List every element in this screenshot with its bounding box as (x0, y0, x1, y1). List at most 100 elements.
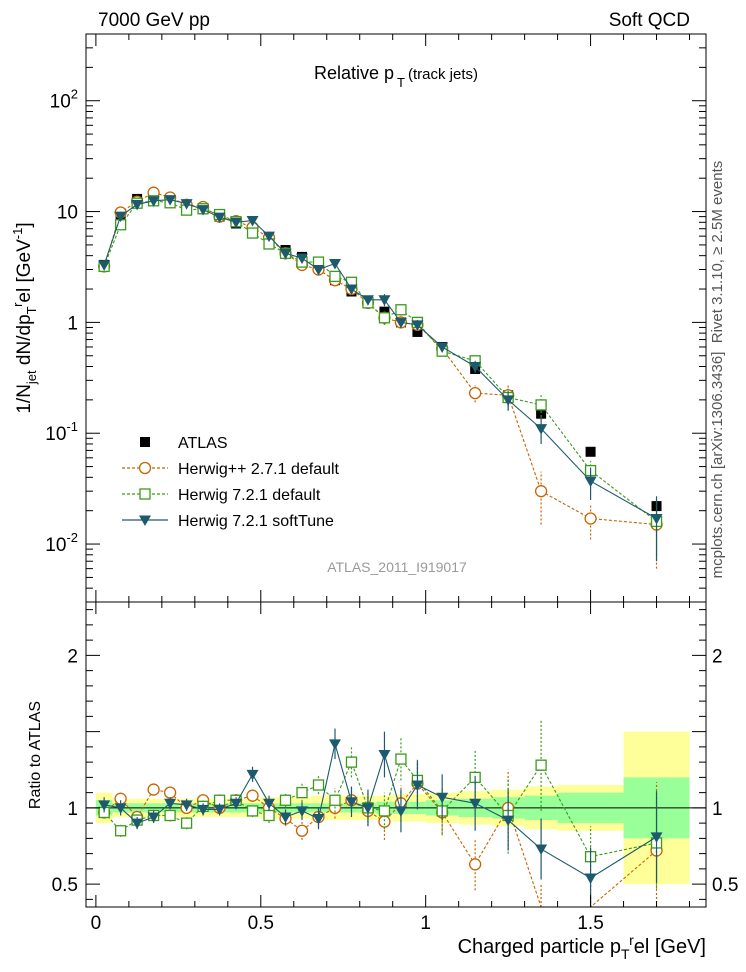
ratio-y-tick-label: 1 (67, 799, 78, 820)
main-data-point (378, 295, 391, 306)
main-data-point (412, 326, 423, 337)
main-y-tick-label: 10-1 (45, 419, 78, 445)
ratio-data-point (345, 797, 358, 808)
main-title: Relative p T (track jets) (314, 63, 478, 90)
main-data-point (296, 253, 309, 265)
main-series-1 (97, 186, 663, 569)
main-data-point (535, 424, 548, 435)
ratio-data-point (345, 756, 358, 768)
ratio-data-point (650, 832, 663, 843)
main-y-tick-label: 1 (67, 313, 78, 334)
ratio-series-3 (98, 728, 663, 907)
ratio-data-point (312, 814, 325, 825)
main-data-point (395, 304, 407, 316)
main-data-point (536, 408, 547, 419)
main-data-point (345, 284, 358, 296)
ratio-y-tick-label: 2 (67, 646, 78, 667)
ratio-data-point (213, 804, 226, 816)
legend-marker (139, 488, 151, 500)
ratio-data-point (295, 824, 309, 837)
main-data-point (114, 211, 127, 223)
main-data-point (411, 320, 424, 331)
ratio-data-point (164, 798, 177, 810)
ratio-data-point (296, 806, 309, 817)
main-data-point (312, 265, 325, 276)
ratio-y-tick-label: 0.5 (52, 875, 78, 896)
main-data-point (246, 216, 259, 227)
main-data-point (650, 514, 663, 525)
x-tick-label: 1 (420, 913, 431, 934)
x-tick-label: 0.5 (248, 913, 274, 934)
main-data-point (131, 199, 144, 211)
main-data-point (394, 317, 407, 329)
ratio-data-point (378, 750, 391, 761)
ratio-data-point (411, 780, 424, 791)
ratio-data-point (98, 800, 111, 811)
main-y-tick-label: 10 (57, 203, 78, 224)
main-data-point (378, 312, 391, 324)
ratio-data-point (197, 804, 210, 816)
ratio-data-point (279, 794, 292, 806)
energy-label: 7000 GeV pp (98, 10, 210, 31)
ratio-y-tick-label-right: 1 (712, 799, 723, 820)
ratio-data-point (180, 800, 193, 811)
main-data-point (164, 195, 177, 206)
ratio-data-point (147, 812, 160, 824)
ratio-data-point (584, 873, 597, 885)
main-data-point (213, 212, 226, 224)
main-data-point (98, 260, 111, 271)
main-data-point (328, 258, 341, 270)
main-data-point (468, 386, 482, 400)
legend-marker (140, 437, 150, 447)
legend: ATLAS Herwig++ 2.7.1 default Herwig 7.2.1 … (122, 435, 340, 530)
main-data-point (534, 485, 548, 498)
ratio-plot: 0 0.5 1 1.5 0.5 0.5 1 1 2 2 Ratio to ATLAS Charge… (27, 601, 738, 962)
ratio-data-point (395, 753, 407, 765)
ratio-data-point (114, 825, 127, 837)
ratio-data-point (246, 769, 259, 781)
ratio-data-point (296, 786, 308, 799)
main-data-point (584, 512, 597, 525)
main-data-point (585, 446, 596, 457)
main-plot: 10-2 10-1 1 10 102 Relative p T (track jets) 1… (10, 33, 707, 603)
main-data-point (436, 342, 449, 353)
main-data-point (502, 395, 515, 406)
main-data-point (584, 476, 597, 488)
ratio-y-axis-label: Ratio to ATLAS (27, 701, 44, 809)
rivet-label: Rivet 3.1.10, ≥ 2.5M events (709, 161, 726, 344)
mcplots-label: mcplots.cern.ch [arXiv:1306.3436] (709, 352, 726, 579)
x-tick-label: 1.5 (577, 913, 603, 934)
legend-label: Herwig++ 2.7.1 default (178, 461, 340, 478)
x-tick-label: 0 (91, 913, 102, 934)
ratio-data-point (329, 794, 341, 806)
main-series-3 (98, 195, 663, 562)
legend-label: Herwig 7.2.1 default (178, 487, 321, 504)
ratio-data-point (164, 809, 176, 822)
ratio-data-point (263, 798, 276, 810)
ratio-series-line (103, 782, 657, 908)
ratio-y-tick-label-right: 2 (712, 646, 723, 667)
ratio-data-point (246, 789, 259, 802)
main-y-tick-label: 10-2 (45, 530, 78, 556)
ratio-data-point (180, 817, 193, 829)
ratio-data-point (131, 818, 144, 830)
ratio-data-point (394, 806, 407, 817)
ratio-data-point (436, 792, 449, 804)
legend-label: ATLAS (178, 435, 228, 452)
ratio-data-point (378, 805, 391, 817)
ratio-data-point (147, 783, 160, 796)
ratio-data-point (378, 815, 391, 828)
analysis-id: ATLAS_2011_I919017 (327, 559, 467, 575)
ratio-frame (85, 601, 707, 908)
main-data-point (361, 295, 374, 306)
ratio-data-point (535, 759, 547, 771)
main-data-point (147, 196, 160, 207)
ratio-data-point (535, 844, 548, 856)
main-y-axis-label: 1/Njet dN/dpTrel [GeV-1] (10, 222, 39, 413)
ratio-data-point (263, 809, 275, 822)
main-data-point (180, 199, 193, 210)
ratio-data-point (279, 812, 292, 824)
main-data-point (535, 399, 547, 411)
ratio-data-point (246, 805, 259, 817)
